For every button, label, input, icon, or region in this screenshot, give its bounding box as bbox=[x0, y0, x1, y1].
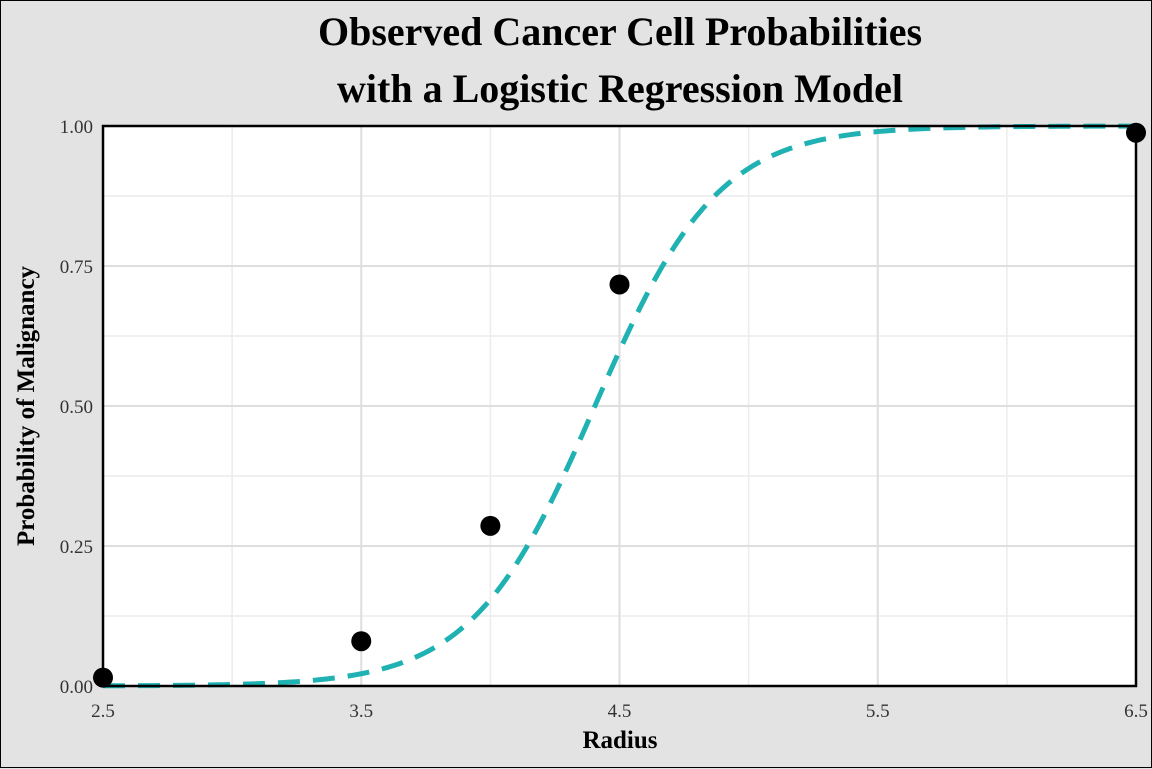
x-tick-label: 4.5 bbox=[608, 701, 632, 722]
x-axis-title: Radius bbox=[582, 727, 657, 754]
x-tick-label: 3.5 bbox=[349, 701, 373, 722]
y-tick-label: 1.00 bbox=[60, 117, 93, 138]
y-tick-labels: 0.00 0.25 0.50 0.75 1.00 bbox=[60, 117, 93, 698]
x-tick-label: 2.5 bbox=[91, 701, 115, 722]
regression-curve-layer bbox=[102, 123, 1137, 689]
data-point bbox=[351, 631, 372, 652]
y-tick-label: 0.75 bbox=[60, 257, 93, 278]
y-tick-label: 0.50 bbox=[60, 397, 93, 418]
y-tick-label: 0.25 bbox=[60, 537, 93, 558]
y-axis-title: Probability of Malignancy bbox=[13, 265, 40, 546]
y-tick-label: 0.00 bbox=[60, 677, 93, 698]
regression-curve bbox=[102, 123, 1137, 689]
chart-title-line-1: Observed Cancer Cell Probabilities bbox=[318, 9, 922, 54]
x-tick-labels: 2.5 3.5 4.5 5.5 6.5 bbox=[91, 701, 1148, 722]
x-tick-label: 5.5 bbox=[866, 701, 890, 722]
x-tick-label: 6.5 bbox=[1124, 701, 1148, 722]
data-point bbox=[609, 274, 630, 295]
chart-title-line-2: with a Logistic Regression Model bbox=[337, 66, 903, 111]
data-point bbox=[480, 515, 501, 536]
plot-border bbox=[101, 124, 1138, 688]
